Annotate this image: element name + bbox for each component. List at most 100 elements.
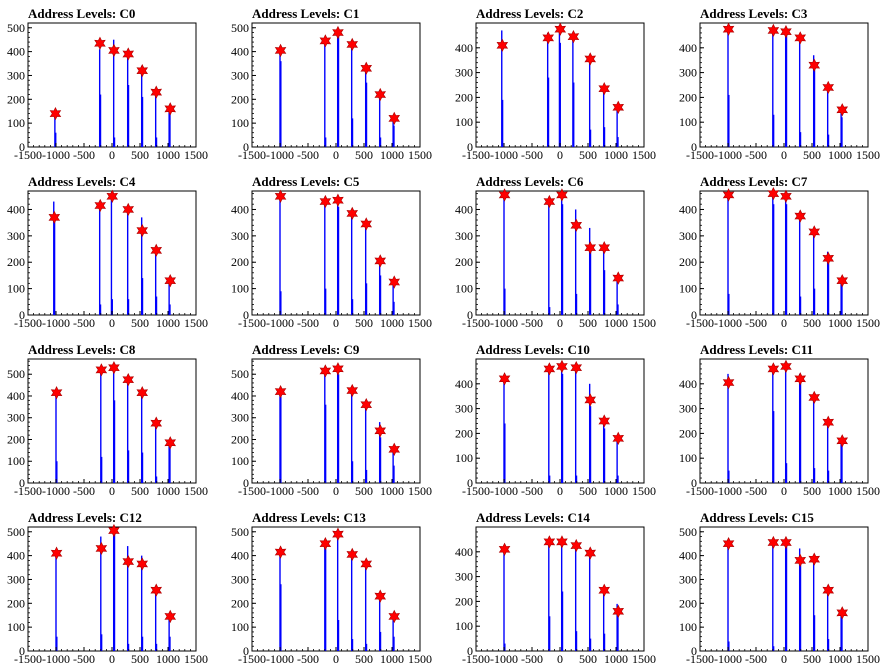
x-tick-label: 500 xyxy=(355,652,373,666)
star-marker xyxy=(543,194,556,209)
y-tick-label: 300 xyxy=(231,411,249,425)
x-tick-label: 500 xyxy=(131,484,149,498)
y-tick-label: 200 xyxy=(455,255,473,269)
x-tick-label: 1500 xyxy=(408,148,432,162)
star-marker xyxy=(836,103,849,117)
y-tick-label: 100 xyxy=(231,620,249,634)
star-marker xyxy=(49,106,62,121)
plot-frame xyxy=(251,190,421,316)
y-tick-label: 200 xyxy=(455,426,473,440)
star-marker xyxy=(542,31,555,45)
y-tick-label: 300 xyxy=(231,572,249,586)
star-marker xyxy=(498,188,511,202)
star-marker xyxy=(808,58,821,72)
star-marker xyxy=(108,523,120,538)
star-marker xyxy=(556,188,568,202)
y-tick-label: 0 xyxy=(467,308,473,322)
star-marker xyxy=(136,386,149,400)
star-marker xyxy=(360,217,373,231)
y-tick-label: 200 xyxy=(679,426,697,440)
x-tick-label: 1000 xyxy=(604,316,628,330)
star-marker xyxy=(360,557,373,571)
x-tick-label: -500 xyxy=(297,148,319,162)
y-tick-label: 300 xyxy=(7,68,25,82)
chart-title: Address Levels: C11 xyxy=(700,342,814,357)
chart-svg: 0 100 200 300 400 -1500 -1000 -500 0 500 1000 1500 xyxy=(679,186,880,330)
x-tick-label: -500 xyxy=(73,652,95,666)
plot-frame xyxy=(27,358,197,484)
y-tick-label: 300 xyxy=(679,402,697,416)
y-tick-label: 300 xyxy=(455,402,473,416)
x-tick-label: -1500 xyxy=(14,652,42,666)
x-tick-label: 1000 xyxy=(156,148,180,162)
x-tick-label: -500 xyxy=(745,316,767,330)
plot-frame xyxy=(251,22,421,148)
x-tick-label: 1000 xyxy=(828,316,852,330)
star-marker xyxy=(360,398,373,412)
x-tick-label: 0 xyxy=(333,652,339,666)
x-tick-label: -500 xyxy=(521,148,543,162)
chart-panel-7: Address Levels: C7 0 100 200 300 400 -1500 -100… xyxy=(664,172,884,336)
y-tick-label: 200 xyxy=(231,596,249,610)
star-marker xyxy=(570,538,583,553)
y-tick-label: 400 xyxy=(231,202,249,216)
y-tick-label: 300 xyxy=(455,229,473,243)
star-marker xyxy=(570,361,583,375)
y-tick-label: 400 xyxy=(455,377,473,391)
x-tick-label: -1000 xyxy=(490,316,518,330)
chart-panel-15: Address Levels: C15 0 100 200 300 400 500 -1500… xyxy=(664,508,884,672)
star-marker xyxy=(498,372,511,386)
star-marker xyxy=(496,38,509,52)
x-tick-label: 0 xyxy=(781,148,787,162)
star-marker xyxy=(767,535,780,550)
x-tick-label: 1000 xyxy=(380,316,404,330)
x-tick-label: 1000 xyxy=(380,484,404,498)
x-tick-label: -500 xyxy=(745,652,767,666)
x-tick-label: 1500 xyxy=(856,652,880,666)
chart-title: Address Levels: C13 xyxy=(252,510,366,525)
star-marker xyxy=(612,604,625,618)
star-marker xyxy=(108,361,120,375)
y-tick-label: 0 xyxy=(691,308,697,322)
star-marker xyxy=(612,271,625,285)
y-tick-label: 0 xyxy=(467,476,473,490)
y-tick-label: 300 xyxy=(7,229,25,243)
chart-svg: 0 100 200 300 400 -1500 -1000 -500 0 500 1000 1500 xyxy=(455,358,656,498)
star-marker xyxy=(94,36,106,50)
x-tick-label: -1500 xyxy=(14,316,42,330)
x-tick-label: 0 xyxy=(781,652,787,666)
chart-panel-13: Address Levels: C13 0 100 200 300 400 500 -1500… xyxy=(216,508,436,672)
y-tick-label: 300 xyxy=(7,411,25,425)
star-marker xyxy=(543,362,556,376)
y-tick-label: 100 xyxy=(455,115,473,129)
y-tick-label: 100 xyxy=(231,454,249,468)
chart-panel-3: Address Levels: C3 0 100 200 300 400 -1500 -100… xyxy=(664,4,884,168)
star-marker xyxy=(122,372,135,387)
chart-svg: 0 100 200 300 400 -1500 -1000 -500 0 500 1000 1500 xyxy=(231,189,432,330)
x-tick-label: 1500 xyxy=(184,652,208,666)
x-tick-label: 1000 xyxy=(156,484,180,498)
star-marker xyxy=(554,22,567,36)
x-tick-label: 0 xyxy=(557,148,563,162)
y-tick-label: 100 xyxy=(679,451,697,465)
x-tick-label: -1500 xyxy=(686,652,714,666)
y-tick-label: 0 xyxy=(243,140,249,154)
y-tick-label: 200 xyxy=(679,90,697,104)
chart-panel-9: Address Levels: C9 0 100 200 300 400 500 -1500-… xyxy=(216,340,436,504)
star-marker xyxy=(164,274,177,288)
x-tick-label: -1500 xyxy=(686,316,714,330)
star-marker xyxy=(94,198,107,213)
x-tick-label: 0 xyxy=(109,484,115,498)
star-marker xyxy=(822,415,835,429)
x-tick-label: -1500 xyxy=(462,148,490,162)
x-tick-label: -1500 xyxy=(14,148,42,162)
y-tick-label: 500 xyxy=(231,525,249,539)
x-tick-label: 1500 xyxy=(856,484,880,498)
chart-title: Address Levels: C9 xyxy=(252,342,360,357)
star-marker xyxy=(836,274,849,288)
y-tick-label: 100 xyxy=(679,282,697,296)
x-tick-label: -1000 xyxy=(42,484,70,498)
x-tick-label: -1500 xyxy=(462,652,490,666)
plot-frame xyxy=(27,526,197,652)
